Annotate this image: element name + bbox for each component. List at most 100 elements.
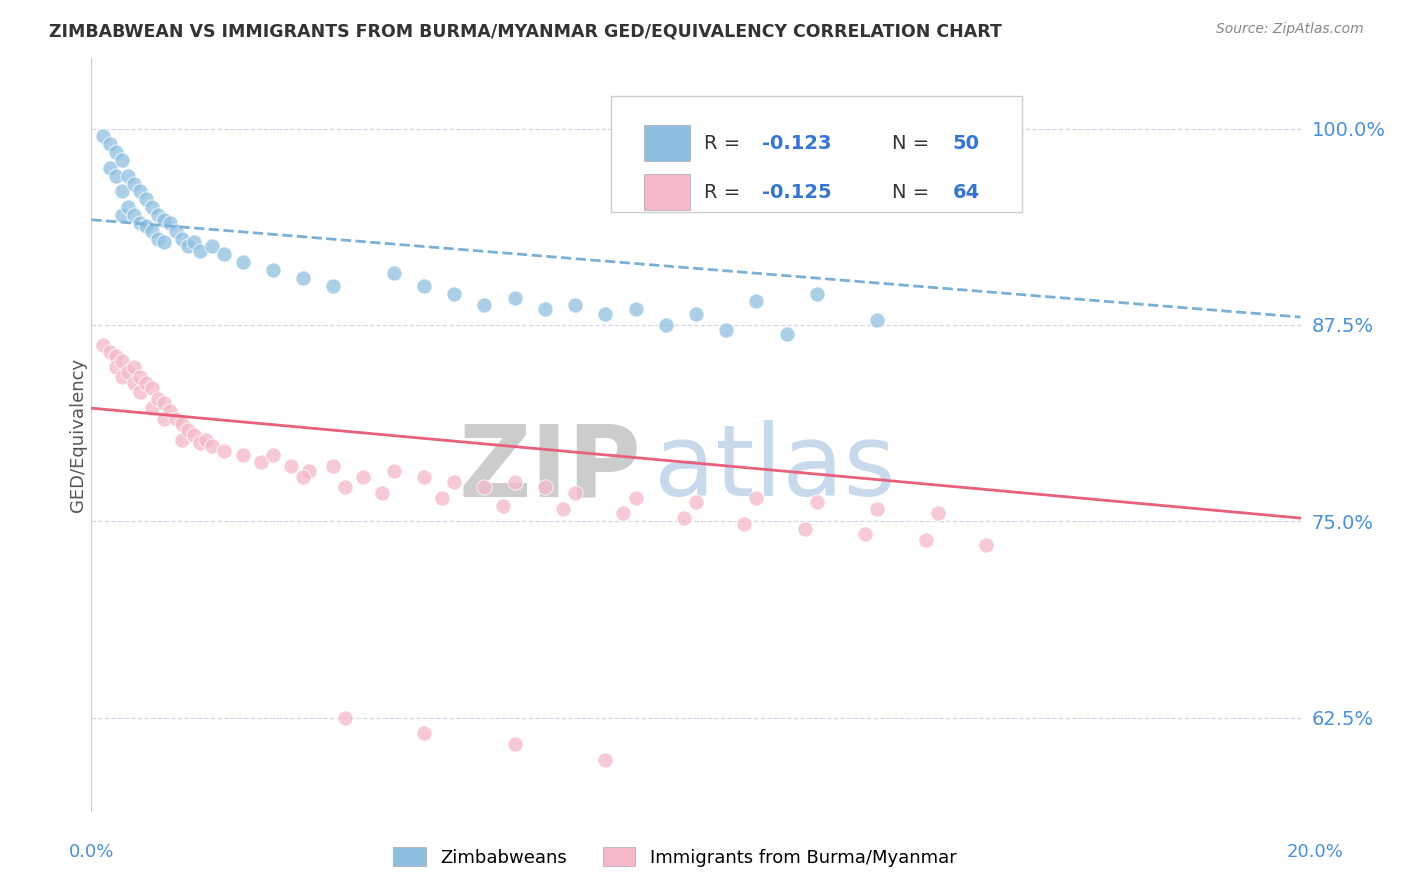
Point [595,753,617,767]
Point [195,433,218,447]
Point [806,286,828,301]
Point [745,491,768,505]
Text: R =: R = [704,183,747,202]
Point [413,278,436,293]
Point [172,231,194,245]
Bar [644,125,690,161]
Point [866,501,889,516]
Text: Source: ZipAtlas.com: Source: ZipAtlas.com [1216,22,1364,37]
Point [165,412,187,426]
Point [612,507,634,521]
Point [231,448,253,462]
Point [430,491,453,505]
Point [335,480,357,494]
Point [111,208,132,222]
Point [503,291,526,305]
Text: -0.125: -0.125 [762,183,832,202]
Point [533,480,555,494]
Point [117,365,139,379]
Point [141,224,163,238]
Point [177,239,200,253]
Text: ZIP: ZIP [458,420,641,517]
Point [128,185,150,199]
Point [231,255,253,269]
Point [141,401,163,416]
Text: -0.123: -0.123 [762,134,832,153]
Point [146,392,169,406]
Point [104,360,127,375]
Text: 20.0%: 20.0% [1286,843,1343,861]
Point [322,278,344,293]
Point [927,507,949,521]
Point [564,486,586,500]
Point [122,360,145,375]
Point [153,235,176,249]
Point [146,208,169,222]
Point [806,495,828,509]
Point [135,376,157,390]
Point [292,470,315,484]
Point [280,459,302,474]
Point [183,235,205,249]
Point [201,239,224,253]
Point [141,200,163,214]
Point [370,486,392,500]
Text: N =: N = [891,183,935,202]
Point [111,185,132,199]
Point [685,495,707,509]
FancyBboxPatch shape [612,95,1022,212]
Text: 64: 64 [952,183,980,202]
Point [685,307,707,321]
Point [672,511,695,525]
Point [104,349,127,363]
Point [443,286,465,301]
Point [111,153,132,167]
Text: R =: R = [704,134,747,153]
Point [135,219,157,233]
Point [117,169,139,183]
Text: N =: N = [891,134,935,153]
Point [93,338,115,352]
Point [866,313,889,327]
Legend: Zimbabweans, Immigrants from Burma/Myanmar: Zimbabweans, Immigrants from Burma/Myanm… [385,840,965,874]
Point [93,129,115,144]
Point [188,244,211,259]
Point [165,224,187,238]
Point [745,294,768,309]
Point [214,443,236,458]
Point [793,522,815,536]
Point [183,427,205,442]
Point [624,491,647,505]
Point [128,216,150,230]
Point [298,464,321,478]
Point [503,475,526,489]
Point [249,454,271,468]
Point [122,177,145,191]
Point [776,327,799,342]
Point [472,480,495,494]
Point [146,231,169,245]
Point [262,263,284,277]
Point [117,200,139,214]
Point [551,501,574,516]
Point [104,169,127,183]
Point [201,439,224,453]
Point [503,737,526,751]
Point [322,459,344,474]
Point [714,323,737,337]
Point [172,417,194,431]
Point [292,270,315,285]
Point [382,464,405,478]
Point [335,710,357,724]
Point [153,212,176,227]
Point [98,137,121,152]
Point [111,354,132,368]
Point [122,376,145,390]
Point [382,266,405,280]
Point [352,470,374,484]
Point [624,302,647,317]
Point [472,297,495,311]
Text: 0.0%: 0.0% [69,843,114,861]
Point [111,369,132,384]
Point [159,404,181,418]
